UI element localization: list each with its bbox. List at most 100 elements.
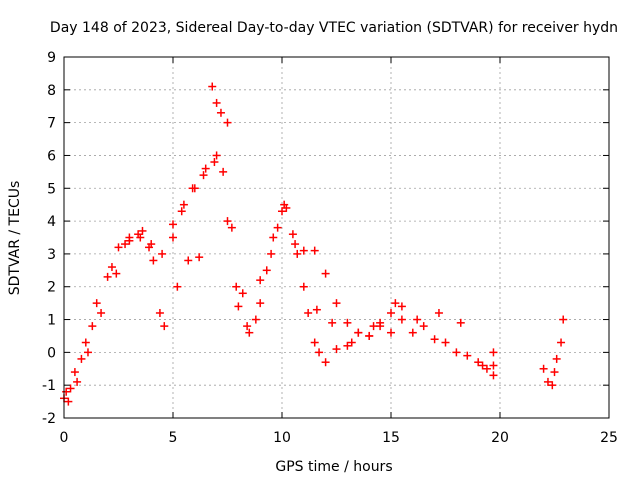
data-point: [216, 108, 225, 117]
data-point: [328, 318, 337, 327]
data-point: [299, 282, 308, 291]
data-point: [278, 207, 286, 216]
x-tick-label: 10: [273, 430, 291, 446]
data-point: [223, 217, 232, 226]
data-point: [177, 207, 186, 216]
series-track-b: [62, 158, 487, 396]
data-point: [262, 266, 271, 275]
y-tick-label: 7: [47, 116, 56, 132]
data-point: [482, 364, 491, 373]
data-point: [158, 249, 167, 258]
data-point: [543, 377, 552, 386]
x-axis-ticks: 0 5 10 15 20 25: [60, 57, 618, 446]
data-point: [430, 335, 439, 344]
data-point: [66, 384, 75, 393]
data-point: [232, 282, 241, 291]
data-point: [452, 348, 461, 357]
data-point: [273, 223, 282, 232]
data-point: [332, 345, 341, 354]
data-point: [97, 308, 106, 317]
data-point: [391, 299, 400, 308]
y-tick-label: 9: [47, 50, 56, 66]
data-point: [188, 184, 197, 193]
data-point: [478, 361, 487, 370]
data-point: [256, 299, 265, 308]
data-point: [550, 368, 559, 377]
data-point: [169, 220, 177, 229]
data-point: [299, 246, 308, 255]
data-point: [103, 272, 112, 281]
data-point: [70, 368, 79, 377]
data-point: [474, 358, 483, 367]
data-point: [92, 299, 101, 308]
data-point: [347, 338, 356, 347]
data-point: [199, 171, 208, 180]
data-point: [434, 308, 443, 317]
series-track-e: [489, 315, 568, 390]
data-point: [210, 158, 219, 167]
data-point: [288, 230, 297, 239]
data-point: [160, 322, 169, 331]
data-point: [173, 282, 182, 291]
data-point: [557, 338, 566, 347]
x-tick-label: 5: [169, 430, 178, 446]
data-point: [456, 318, 465, 327]
data-point: [149, 256, 158, 265]
data-point: [321, 269, 330, 278]
y-tick-label: 0: [47, 345, 56, 361]
data-point: [219, 167, 228, 176]
data-point: [208, 82, 217, 91]
data-point: [88, 322, 97, 331]
data-point: [397, 302, 406, 311]
y-tick-label: 2: [47, 280, 56, 296]
data-point: [223, 118, 232, 127]
data-point: [304, 308, 313, 317]
data-point: [365, 331, 374, 340]
data-point: [419, 322, 428, 331]
data-point: [387, 308, 395, 317]
series-track-c: [64, 82, 465, 406]
data-point: [238, 289, 247, 298]
x-tick-label: 20: [491, 430, 509, 446]
data-point: [387, 328, 395, 337]
data-point: [291, 240, 300, 249]
data-point: [267, 249, 276, 258]
data-point: [312, 305, 321, 314]
x-tick-label: 0: [60, 430, 69, 446]
y-tick-label: 4: [47, 214, 56, 230]
data-point: [408, 328, 417, 337]
data-point: [332, 299, 341, 308]
y-axis-ticks: -2 -1 0 1 2 3 4 5 6 7 8 9: [42, 50, 609, 427]
data-point: [269, 233, 278, 242]
data-point: [227, 223, 236, 232]
data-point: [81, 338, 90, 347]
data-point: [134, 230, 143, 239]
data-point: [343, 318, 352, 327]
data-point: [73, 377, 82, 386]
data-point: [234, 302, 243, 311]
data-point: [195, 253, 204, 262]
data-point: [397, 315, 406, 324]
data-point: [179, 200, 188, 209]
data-point: [212, 151, 221, 160]
data-point: [121, 240, 130, 249]
data-point: [83, 348, 92, 357]
y-axis-label: SDTVAR / TECUs: [7, 181, 23, 296]
data-point: [489, 361, 498, 370]
data-point: [354, 328, 363, 337]
y-tick-label: 6: [47, 148, 56, 164]
data-point: [77, 354, 86, 363]
data-point: [489, 371, 498, 380]
series-track-a: [60, 151, 491, 403]
y-tick-label: 3: [47, 247, 56, 263]
data-point: [539, 364, 548, 373]
data-point: [114, 243, 123, 252]
data-point: [243, 322, 252, 331]
data-point: [310, 246, 319, 255]
data-point: [125, 236, 134, 245]
data-point: [413, 315, 422, 324]
data-point: [64, 397, 73, 406]
grid-lines: [64, 57, 609, 418]
data-point: [112, 269, 121, 278]
